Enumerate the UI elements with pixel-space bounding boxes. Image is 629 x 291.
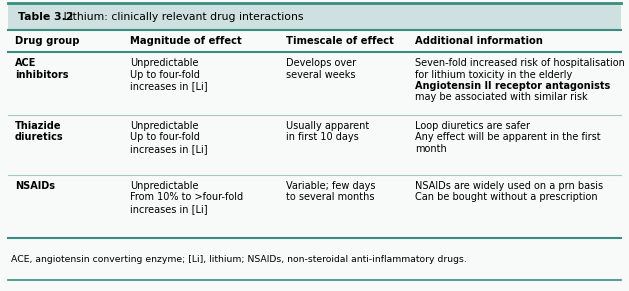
Text: NSAIDs are widely used on a prn basis: NSAIDs are widely used on a prn basis <box>415 181 603 191</box>
Text: to several months: to several months <box>286 193 374 203</box>
Text: Any effect will be apparent in the first: Any effect will be apparent in the first <box>415 132 601 143</box>
Text: increases in [Li]: increases in [Li] <box>130 144 208 154</box>
Text: From 10% to >four-fold: From 10% to >four-fold <box>130 193 243 203</box>
Text: Unpredictable: Unpredictable <box>130 58 199 68</box>
Text: Timescale of effect: Timescale of effect <box>286 36 394 46</box>
Text: month: month <box>415 144 447 154</box>
Text: Usually apparent: Usually apparent <box>286 121 369 131</box>
Text: ACE, angiotensin converting enzyme; [Li], lithium; NSAIDs, non-steroidal anti-in: ACE, angiotensin converting enzyme; [Li]… <box>11 255 467 263</box>
Text: Angiotensin II receptor antagonists: Angiotensin II receptor antagonists <box>415 81 610 91</box>
Text: inhibitors: inhibitors <box>15 70 69 79</box>
Text: Thiazide: Thiazide <box>15 121 62 131</box>
Text: in first 10 days: in first 10 days <box>286 132 359 143</box>
Text: Can be bought without a prescription: Can be bought without a prescription <box>415 193 598 203</box>
Text: Up to four-fold: Up to four-fold <box>130 132 200 143</box>
Text: Up to four-fold: Up to four-fold <box>130 70 200 79</box>
Bar <box>8 3 621 30</box>
Text: Unpredictable: Unpredictable <box>130 181 199 191</box>
Bar <box>8 30 621 52</box>
Text: Lithium: clinically relevant drug interactions: Lithium: clinically relevant drug intera… <box>60 12 304 22</box>
Text: may be associated with similar risk: may be associated with similar risk <box>415 93 587 102</box>
Text: several weeks: several weeks <box>286 70 355 79</box>
Text: Table 3.2: Table 3.2 <box>18 12 74 22</box>
Text: Develops over: Develops over <box>286 58 356 68</box>
Text: diuretics: diuretics <box>15 132 64 143</box>
Text: for lithium toxicity in the elderly: for lithium toxicity in the elderly <box>415 70 572 79</box>
Text: Loop diuretics are safer: Loop diuretics are safer <box>415 121 530 131</box>
Text: increases in [Li]: increases in [Li] <box>130 81 208 91</box>
Text: Additional information: Additional information <box>415 36 543 46</box>
Text: Drug group: Drug group <box>15 36 79 46</box>
Text: NSAIDs: NSAIDs <box>15 181 55 191</box>
Text: Seven-fold increased risk of hospitalisation: Seven-fold increased risk of hospitalisa… <box>415 58 625 68</box>
Text: Variable; few days: Variable; few days <box>286 181 376 191</box>
Text: increases in [Li]: increases in [Li] <box>130 204 208 214</box>
Text: Magnitude of effect: Magnitude of effect <box>130 36 242 46</box>
Text: ACE: ACE <box>15 58 36 68</box>
Text: Unpredictable: Unpredictable <box>130 121 199 131</box>
